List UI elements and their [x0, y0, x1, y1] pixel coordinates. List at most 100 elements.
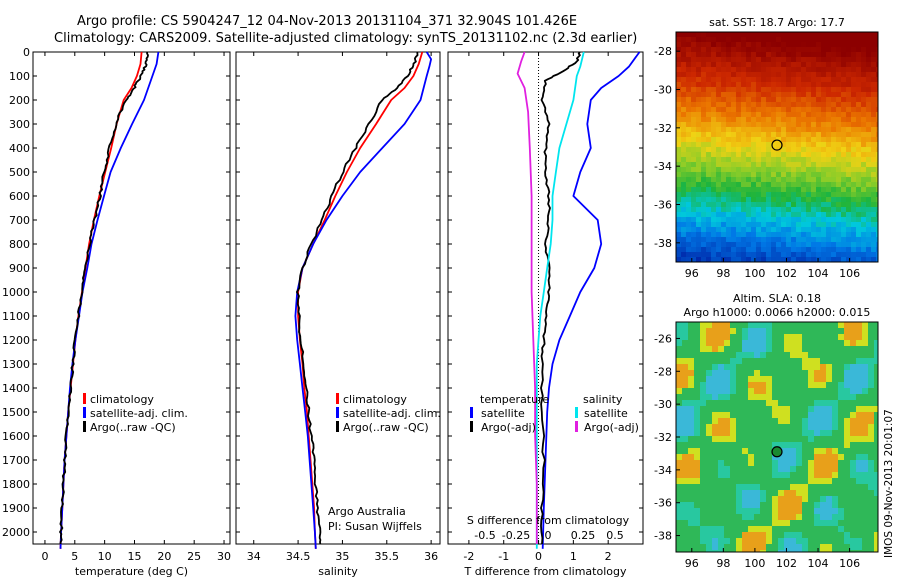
map-cell: [741, 172, 746, 177]
map-cell: [716, 152, 721, 157]
map-cell: [826, 172, 831, 177]
map-cell: [694, 448, 700, 454]
map-cell: [866, 212, 871, 217]
map-cell: [846, 102, 851, 107]
map-cell: [826, 142, 831, 147]
map-cell: [721, 87, 726, 92]
map-cell: [876, 107, 878, 112]
map-cell: [850, 514, 856, 520]
map-cell: [850, 436, 856, 442]
map-cell: [826, 472, 832, 478]
map-cell: [786, 192, 791, 197]
map-cell: [706, 72, 711, 77]
x-tick-label: 1: [570, 550, 577, 563]
map-cell: [876, 57, 878, 62]
map-cell: [806, 52, 811, 57]
map-cell: [726, 197, 731, 202]
map-cell: [700, 508, 706, 514]
map-cell: [856, 436, 862, 442]
map-cell: [724, 424, 730, 430]
map-cell: [820, 532, 826, 538]
map-cell: [831, 167, 836, 172]
map-cell: [826, 97, 831, 102]
map-cell: [868, 412, 874, 418]
map-cell: [676, 172, 681, 177]
map-cell: [766, 222, 771, 227]
map-cell: [846, 207, 851, 212]
map-cell: [871, 112, 876, 117]
map-cell: [790, 370, 796, 376]
map-cell: [866, 172, 871, 177]
map-cell: [814, 478, 820, 484]
map-cell: [790, 388, 796, 394]
map-cell: [846, 147, 851, 152]
map-cell: [760, 400, 766, 406]
map-cell: [726, 167, 731, 172]
map-cell: [676, 460, 682, 466]
map-cell: [716, 132, 721, 137]
map-cell: [761, 37, 766, 42]
map-cell: [861, 77, 866, 82]
map-cell: [771, 72, 776, 77]
map-cell: [826, 177, 831, 182]
map-cell: [706, 67, 711, 72]
map-cell: [826, 550, 832, 552]
map-cell: [846, 82, 851, 87]
map-cell: [831, 127, 836, 132]
map-cell: [676, 544, 682, 550]
map-cell: [850, 376, 856, 382]
legend-swatch: [575, 421, 578, 432]
map-cell: [682, 466, 688, 472]
map-cell: [861, 162, 866, 167]
map-cell: [711, 192, 716, 197]
map-cell: [682, 400, 688, 406]
map-cell: [832, 358, 838, 364]
map-cell: [826, 388, 832, 394]
map-cell: [820, 502, 826, 508]
map-cell: [836, 252, 841, 257]
map-cell: [801, 177, 806, 182]
map-cell: [676, 112, 681, 117]
map-cell: [751, 207, 756, 212]
map-cell: [816, 252, 821, 257]
map-cell: [701, 47, 706, 52]
map-cell: [862, 322, 868, 328]
map-cell: [806, 217, 811, 222]
map-cell: [868, 508, 874, 514]
map-cell: [696, 62, 701, 67]
map-cell: [682, 436, 688, 442]
map-cell: [721, 72, 726, 77]
map-cell: [751, 152, 756, 157]
map-cell: [821, 182, 826, 187]
map-cell: [721, 152, 726, 157]
map-cell: [831, 47, 836, 52]
map-cell: [696, 152, 701, 157]
map-cell: [676, 207, 681, 212]
map-cell: [741, 182, 746, 187]
map-cell: [826, 334, 832, 340]
map-cell: [700, 448, 706, 454]
map-cell: [746, 42, 751, 47]
map-cell: [706, 388, 712, 394]
map-cell: [681, 97, 686, 102]
map-cell: [876, 182, 878, 187]
map-cell: [746, 187, 751, 192]
map-cell: [838, 424, 844, 430]
map-cell: [781, 52, 786, 57]
map-cell: [700, 328, 706, 334]
map-cell: [811, 87, 816, 92]
map-cell: [741, 147, 746, 152]
map-cell: [694, 388, 700, 394]
map-cell: [802, 340, 808, 346]
map-cell: [711, 52, 716, 57]
map-cell: [701, 77, 706, 82]
map-cell: [756, 167, 761, 172]
map-cell: [731, 32, 736, 37]
map-cell: [846, 212, 851, 217]
map-cell: [736, 484, 742, 490]
map-cell: [826, 460, 832, 466]
map-cell: [712, 478, 718, 484]
map-cell: [761, 97, 766, 102]
map-cell: [806, 227, 811, 232]
map-cell: [862, 346, 868, 352]
